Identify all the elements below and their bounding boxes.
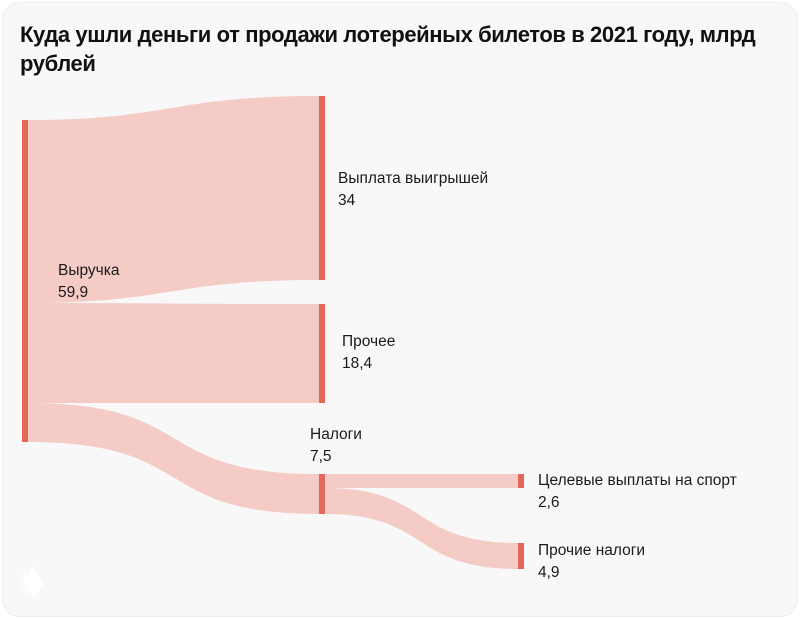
node-sport — [518, 474, 524, 488]
label-revenue: Выручка 59,9 — [58, 260, 120, 304]
sankey-nodes — [22, 96, 524, 569]
label-winnings-name: Выплата выигрышей — [338, 170, 489, 187]
link-revenue-winnings — [28, 96, 319, 303]
label-other-name: Прочее — [342, 333, 396, 350]
label-other-taxes-value: 4,9 — [538, 564, 560, 581]
node-other — [319, 304, 325, 403]
label-revenue-value: 59,9 — [58, 284, 89, 301]
chart-title: Куда ушли деньги от продажи лотерейных б… — [20, 22, 756, 76]
label-taxes: Налоги 7,5 — [310, 424, 362, 468]
label-sport-name: Целевые выплаты на спорт — [538, 472, 737, 489]
brand-logo-icon — [18, 567, 44, 599]
label-sport: Целевые выплаты на спорт 2,6 — [538, 470, 737, 514]
label-taxes-value: 7,5 — [310, 448, 332, 465]
node-winnings — [319, 96, 325, 280]
label-other-taxes: Прочие налоги 4,9 — [538, 540, 645, 584]
label-other-taxes-name: Прочие налоги — [538, 542, 646, 559]
label-sport-value: 2,6 — [538, 494, 560, 511]
link-taxes-sport — [325, 474, 518, 488]
label-other-value: 18,4 — [342, 355, 373, 372]
label-other: Прочее 18,4 — [342, 331, 395, 375]
sankey-links — [28, 96, 518, 569]
node-other-taxes — [518, 543, 524, 569]
label-winnings-value: 34 — [338, 192, 356, 209]
label-revenue-name: Выручка — [58, 262, 120, 279]
node-taxes — [319, 474, 325, 514]
link-revenue-other — [28, 303, 319, 403]
label-taxes-name: Налоги — [310, 426, 362, 443]
link-taxes-other-taxes — [325, 488, 518, 569]
link-revenue-taxes — [28, 403, 319, 514]
node-revenue — [22, 120, 28, 442]
label-winnings: Выплата выигрышей 34 — [338, 168, 488, 212]
